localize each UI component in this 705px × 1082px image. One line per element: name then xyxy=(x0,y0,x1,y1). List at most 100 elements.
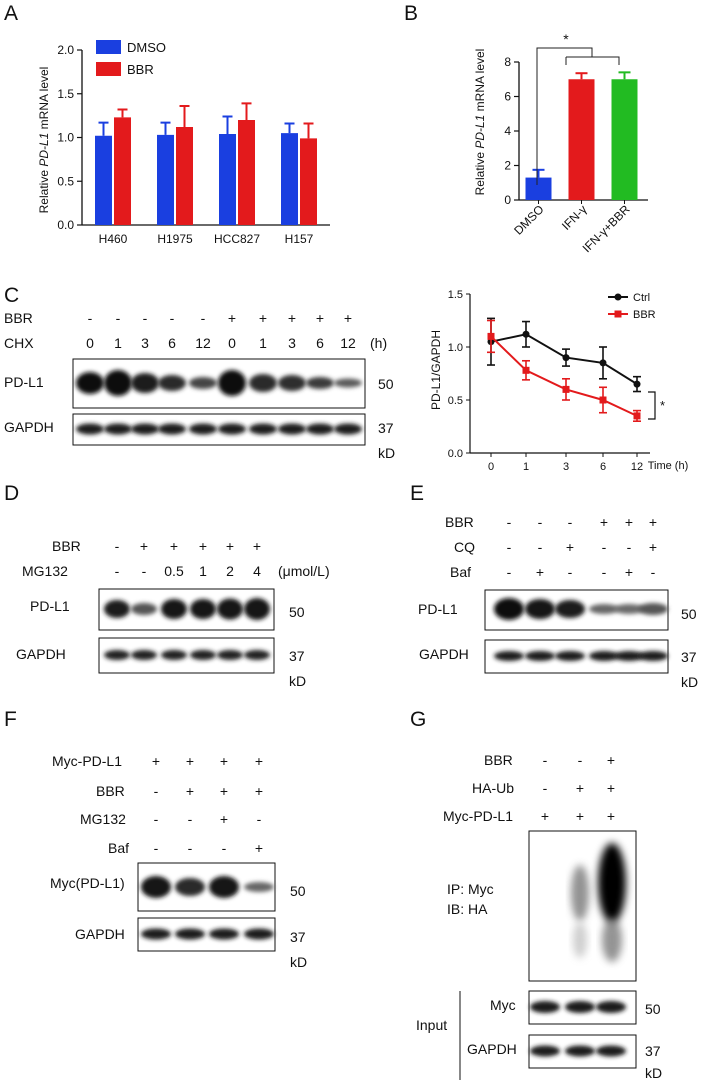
panel-g-myc-sign: + xyxy=(607,808,615,824)
panel-d-blot-pdl1 xyxy=(98,588,275,631)
panel-c-chx-value: 0 xyxy=(86,335,94,351)
panel-a-x-tick-label: H1975 xyxy=(157,232,193,246)
panel-f-mg132-sign: - xyxy=(154,811,159,827)
panel-g-ib-label: IB: HA xyxy=(447,901,488,917)
panel-a-bar xyxy=(157,134,174,225)
panel-c-y-tick-label: 1.0 xyxy=(448,342,463,354)
panel-a-y-tick-label: 1.5 xyxy=(57,87,74,101)
panel-f-mw-37: 37 xyxy=(290,929,306,945)
panel-e-blot-label-pdl1: PD-L1 xyxy=(418,601,458,617)
panel-b-bar xyxy=(611,79,638,200)
panel-c-kd: kD xyxy=(378,445,395,461)
panel-d-row-bbr: BBR xyxy=(52,538,81,554)
panel-e-baf-sign: - xyxy=(651,564,656,580)
panel-f-myc-sign: + xyxy=(255,753,263,769)
panel-g-mw-50: 50 xyxy=(645,1001,661,1017)
panel-c-point xyxy=(522,330,530,338)
panel-e-cq-sign: + xyxy=(566,539,574,555)
panel-a-x-tick-label: H460 xyxy=(99,232,128,246)
panel-e-blot-pdl1 xyxy=(484,589,669,631)
panel-f-baf-sign: - xyxy=(222,840,227,856)
panel-f-mg132-sign: - xyxy=(188,811,193,827)
panel-b-bar xyxy=(568,79,595,200)
panel-c-chx-value: 1 xyxy=(259,335,267,351)
panel-c-pdl1-band xyxy=(278,375,306,391)
panel-b-y-tick-label: 4 xyxy=(504,124,511,138)
panel-c-gapdh-band xyxy=(306,423,334,435)
panel-d-kd: kD xyxy=(289,673,306,689)
panel-b-y-tick-label: 6 xyxy=(504,90,511,104)
panel-g-haub-sign: + xyxy=(607,780,615,796)
panel-c-y-tick-label: 0.0 xyxy=(448,448,463,460)
panel-d-blot-gapdh xyxy=(98,637,275,674)
panel-d-bbr-sign: + xyxy=(253,538,261,554)
panel-g-kd: kD xyxy=(645,1065,662,1081)
panel-c-y-tick-label: 1.5 xyxy=(448,289,463,301)
panel-d-blot-label-gapdh: GAPDH xyxy=(16,646,66,662)
panel-c-unit: (h) xyxy=(370,335,387,351)
panel-g-row-haub: HA-Ub xyxy=(472,780,514,796)
panel-c-y-tick-label: 0.5 xyxy=(448,395,463,407)
panel-f-bbr-sign: + xyxy=(220,783,228,799)
panel-f-baf-sign: + xyxy=(255,840,263,856)
panel-f-mg132-sign: + xyxy=(220,811,228,827)
panel-c-row-chx: CHX xyxy=(4,335,34,351)
panel-d-row-mg132: MG132 xyxy=(22,563,68,579)
panel-f-lane-labels: + + + + - + + + - - + - - - - + xyxy=(152,753,263,856)
panel-g-blot-myc xyxy=(528,990,637,1025)
panel-c-gapdh-band xyxy=(158,423,186,435)
panel-e-pdl1-band xyxy=(555,600,585,618)
panel-c-x-tick-label: 0 xyxy=(488,461,494,473)
panel-a-legend-label: BBR xyxy=(127,62,154,77)
panel-g-gapdh-band xyxy=(530,1045,560,1057)
panel-e-cq-sign: + xyxy=(649,539,657,555)
panel-b-y-tick-label: 2 xyxy=(504,159,511,173)
panel-c-bbr-sign: - xyxy=(116,310,121,326)
panel-b-x-tick-label: IFN-γ xyxy=(559,202,590,233)
panel-a-bar xyxy=(176,127,193,225)
panel-c-blot-label-pdl1: PD-L1 xyxy=(4,374,44,390)
panel-g-myc-sign: + xyxy=(576,808,584,824)
panel-f-gapdh-band xyxy=(244,928,274,940)
panel-e-pdl1-band xyxy=(494,598,524,620)
panel-e-bbr-sign: - xyxy=(568,514,573,530)
panel-e-gapdh-band xyxy=(555,651,585,661)
panel-e-baf-sign: + xyxy=(625,564,633,580)
panel-c-chx-value: 1 xyxy=(114,335,122,351)
panel-c-gapdh-band xyxy=(131,423,159,435)
panel-c-gapdh-band xyxy=(76,423,104,435)
panel-c-legend-marker xyxy=(614,310,622,318)
panel-d-gapdh-band xyxy=(104,650,130,660)
panel-a-bar xyxy=(95,135,112,225)
panel-f-blot-myc xyxy=(137,862,276,912)
panel-c-x-tick-label: 1 xyxy=(523,461,529,473)
panel-c-point xyxy=(562,385,570,393)
panel-f-myc-band xyxy=(141,876,171,898)
panel-c-gapdh-band xyxy=(249,423,277,435)
panel-e-row-cq: CQ xyxy=(454,539,475,555)
panel-d-bbr-sign: + xyxy=(199,538,207,554)
panel-d-pdl1-band xyxy=(104,600,130,618)
panel-a-legend-label: DMSO xyxy=(127,40,166,55)
panel-f-myc-band xyxy=(244,882,274,892)
panel-c-mw-37: 37 xyxy=(378,420,394,436)
panel-b-y-tick-label: 0 xyxy=(504,193,511,207)
panel-f-row-mg132: MG132 xyxy=(80,811,126,827)
panel-d-letter: D xyxy=(4,482,19,505)
panel-f-baf-sign: - xyxy=(154,840,159,856)
panel-f-myc-sign: + xyxy=(220,753,228,769)
panel-e-kd: kD xyxy=(681,674,698,690)
panel-f-blot-label-gapdh: GAPDH xyxy=(75,926,125,942)
panel-d-mw-37: 37 xyxy=(289,648,305,664)
panel-g-smear-lane3 xyxy=(598,843,626,923)
panel-f-myc-band xyxy=(175,878,205,896)
panel-d-mg132-value: 2 xyxy=(226,563,234,579)
panel-d-mg132-value: 0.5 xyxy=(164,563,184,579)
panel-d-blot-label-pdl1: PD-L1 xyxy=(30,598,70,614)
panel-a-bar xyxy=(219,134,236,225)
panel-e-pdl1-band xyxy=(525,599,555,619)
panel-e-pdl1-band xyxy=(589,604,619,614)
panel-f-bbr-sign: + xyxy=(255,783,263,799)
panel-g-gapdh-band xyxy=(596,1045,626,1057)
panel-g-blot-ip xyxy=(528,830,637,982)
